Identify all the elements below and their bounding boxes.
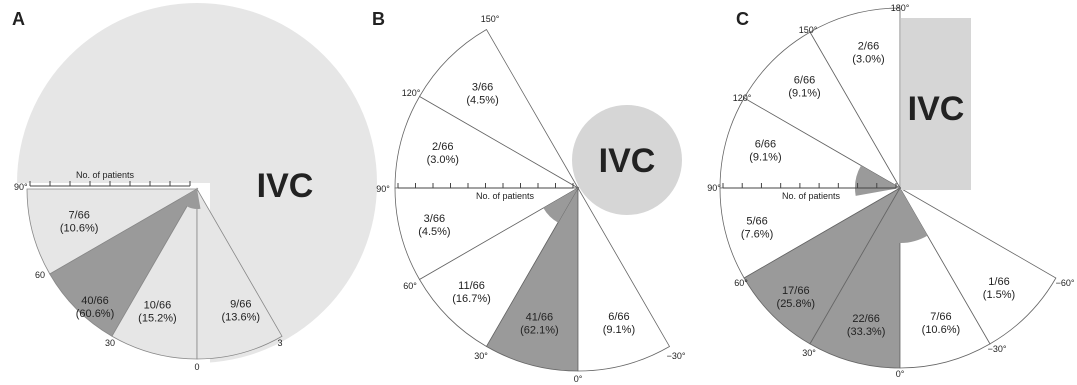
pie-sector bbox=[49, 187, 199, 337]
scale-axis-label: No. of patients bbox=[76, 170, 135, 180]
angle-label: 180° bbox=[891, 3, 910, 13]
sector-count-label: 7/66 bbox=[68, 210, 89, 222]
sector-count-label: 40/66 bbox=[81, 295, 109, 307]
angle-label: 90° bbox=[707, 183, 721, 193]
angle-label: 60° bbox=[734, 278, 748, 288]
angle-label: 30° bbox=[474, 351, 488, 361]
sector-count-label: 6/66 bbox=[608, 311, 629, 323]
panel-c: CIVC2/66(3.0%)6/66(9.1%)6/66(9.1%)5/66(7… bbox=[707, 3, 1075, 379]
ivc-region bbox=[572, 105, 682, 215]
sector-count-label: 22/66 bbox=[852, 313, 880, 325]
sector-percent-label: (60.6%) bbox=[76, 308, 115, 320]
pie-sector bbox=[743, 186, 902, 345]
angle-label: 90° bbox=[14, 182, 28, 192]
panel-a: A 7/66(10.6%) 40/66(60.6%) 10/66(15.2%) 9/66… bbox=[10, 3, 377, 383]
angle-label: 60 bbox=[35, 270, 45, 280]
pie-sector bbox=[26, 188, 199, 275]
angle-label: 0° bbox=[896, 369, 905, 379]
sector-count-label: 9/66 bbox=[230, 298, 251, 310]
sector-count-label: 3/66 bbox=[424, 213, 445, 225]
sector-count-label: 2/66 bbox=[432, 141, 453, 153]
sector-percent-label: (10.6%) bbox=[922, 324, 961, 336]
angle-label: −30° bbox=[988, 344, 1007, 354]
sector-percent-label: (9.1%) bbox=[788, 88, 820, 100]
pie-sector bbox=[418, 28, 580, 190]
ivc-label: IVC bbox=[257, 167, 314, 205]
angle-label: 150° bbox=[481, 14, 500, 24]
sector-percent-label: (9.1%) bbox=[603, 324, 635, 336]
angle-label: 0 bbox=[194, 362, 199, 372]
scale-axis-label: No. of patients bbox=[476, 191, 535, 201]
sector-percent-label: (13.6%) bbox=[222, 311, 261, 323]
pie-sector bbox=[809, 7, 901, 190]
sector-percent-label: (4.5%) bbox=[466, 95, 498, 107]
sector-count-label: 3/66 bbox=[472, 82, 493, 94]
sector-count-label: 10/66 bbox=[144, 300, 172, 312]
pie-sector bbox=[898, 186, 1057, 345]
pie-sector bbox=[743, 31, 902, 190]
angle-label: 3 bbox=[277, 338, 282, 348]
sector-count-label: 11/66 bbox=[458, 280, 485, 292]
angle-label: 0° bbox=[574, 374, 583, 384]
angle-label: 60° bbox=[403, 281, 417, 291]
sector-percent-label: (33.3%) bbox=[847, 326, 886, 338]
sector-count-label: 7/66 bbox=[930, 311, 951, 323]
angle-label: −30° bbox=[667, 351, 686, 361]
panel-b-letter: B bbox=[372, 9, 385, 29]
panel-a-letter: A bbox=[12, 9, 25, 29]
sector-percent-label: (1.5%) bbox=[983, 289, 1015, 301]
panel-c-letter: C bbox=[736, 9, 749, 29]
sector-count-label: 2/66 bbox=[858, 41, 879, 53]
sector-count-label: 6/66 bbox=[794, 75, 815, 87]
ivc-label: IVC bbox=[599, 142, 656, 180]
pie-sector bbox=[111, 187, 198, 360]
sector-count-label: 41/66 bbox=[526, 312, 554, 324]
sector-percent-label: (25.8%) bbox=[777, 298, 816, 310]
pie-sector bbox=[418, 186, 580, 348]
sector-percent-label: (3.0%) bbox=[427, 154, 459, 166]
sector-percent-label: (62.1%) bbox=[520, 325, 559, 337]
pie-sector bbox=[394, 95, 580, 189]
sector-count-label: 1/66 bbox=[988, 276, 1009, 288]
angle-label: 150° bbox=[799, 25, 818, 35]
pie-sector bbox=[577, 186, 671, 372]
sector-count-label: 6/66 bbox=[755, 138, 776, 150]
inner-wedge bbox=[890, 188, 928, 244]
sector-count-label: 5/66 bbox=[746, 215, 767, 227]
angle-label: 120° bbox=[733, 93, 752, 103]
ivc-label: IVC bbox=[908, 90, 965, 128]
pie-sector bbox=[394, 187, 580, 281]
sector-percent-label: (16.7%) bbox=[452, 293, 491, 305]
pie-sector bbox=[809, 186, 901, 369]
angle-label: 120° bbox=[402, 88, 421, 98]
pie-sector bbox=[196, 187, 283, 360]
sector-count-label: 17/66 bbox=[782, 285, 810, 297]
sector-percent-label: (15.2%) bbox=[138, 313, 177, 325]
pie-sector bbox=[719, 97, 902, 189]
angle-label: 30 bbox=[105, 338, 115, 348]
ivc-region bbox=[901, 18, 971, 190]
angle-label: −60° bbox=[1056, 278, 1075, 288]
inner-wedge bbox=[543, 188, 578, 223]
inner-wedge bbox=[179, 189, 201, 209]
pie-sector bbox=[719, 187, 902, 279]
scale-axis-label: No. of patients bbox=[782, 191, 841, 201]
angle-label: 90° bbox=[376, 184, 390, 194]
sector-percent-label: (3.0%) bbox=[852, 54, 884, 66]
pie-sector bbox=[485, 186, 579, 372]
sector-percent-label: (7.6%) bbox=[741, 228, 773, 240]
panel-b: BIVC3/66(4.5%)2/66(3.0%)3/66(4.5%)11/66(… bbox=[372, 9, 686, 384]
sector-percent-label: (9.1%) bbox=[749, 151, 781, 163]
angle-label: 30° bbox=[802, 348, 816, 358]
sector-percent-label: (4.5%) bbox=[418, 226, 450, 238]
sector-percent-label: (10.6%) bbox=[60, 223, 99, 235]
